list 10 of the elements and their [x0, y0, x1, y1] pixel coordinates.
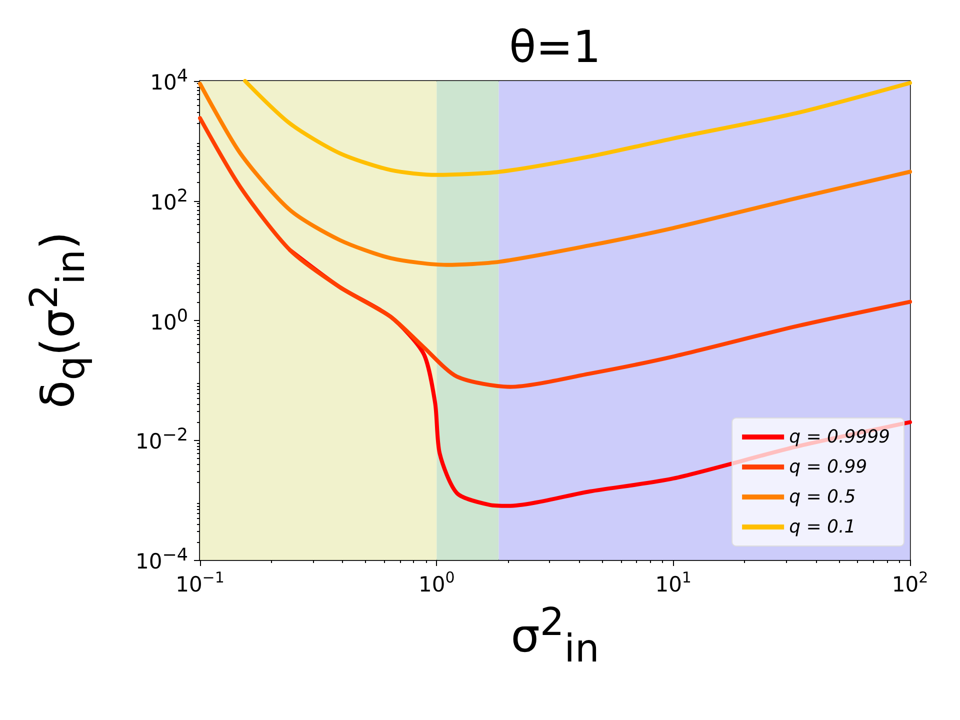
legend-label: q = 0.9999 [789, 426, 890, 448]
y-tick-label: 10$^{4}$ [150, 66, 188, 94]
y-tick-label: 10$^{−4}$ [135, 546, 188, 574]
y-tick-label: 10$^{0}$ [150, 306, 188, 334]
legend-label: q = 0.1 [789, 516, 856, 538]
chart-title: θ=1 [509, 22, 601, 73]
legend-label: q = 0.99 [789, 456, 868, 478]
y-tick-label: 10$^{2}$ [150, 186, 188, 214]
y-tick-label: 10$^{−2}$ [135, 426, 188, 454]
legend-label: q = 0.5 [789, 486, 856, 508]
